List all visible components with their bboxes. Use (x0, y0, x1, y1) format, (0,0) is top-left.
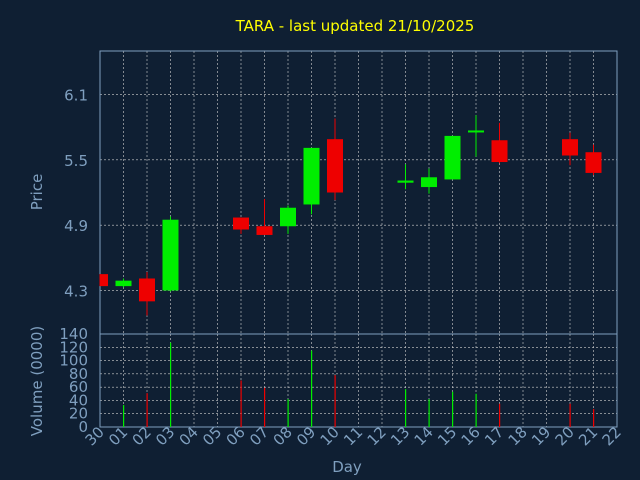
volume-tick-label: 40 (69, 391, 88, 409)
volume-bar (287, 399, 289, 427)
candle-body (327, 139, 343, 193)
candle (303, 147, 320, 215)
volume-axis-label: Volume (0000) (28, 326, 46, 436)
candle-body (421, 177, 437, 188)
volume-bar (170, 342, 172, 427)
candle-body (303, 147, 320, 205)
price-tick-label: 4.3 (64, 282, 88, 300)
candle-body (280, 207, 296, 227)
candle-body (100, 274, 108, 287)
price-tick-labels: 4.3 4.9 5.5 6.1 (64, 87, 88, 301)
candle (162, 216, 179, 292)
volume-bar (334, 375, 336, 427)
candle (562, 132, 578, 166)
candle (585, 144, 602, 176)
candle-body (115, 280, 132, 287)
volume-gridlines (99, 333, 618, 428)
volume-tick-label: 140 (59, 325, 88, 343)
candle (99, 274, 108, 287)
volume-bar (569, 403, 571, 427)
candle (468, 115, 484, 157)
candle (327, 118, 343, 201)
volume-bar (264, 387, 266, 427)
volume-tick-label: 20 (69, 405, 88, 423)
price-tick-label: 5.5 (64, 152, 88, 170)
volume-tick-label: 80 (69, 365, 88, 383)
volume-bar (452, 391, 454, 427)
candle-body (139, 278, 155, 302)
price-axis-label: Price (28, 174, 46, 211)
candlestick-series (99, 115, 602, 316)
day-axis-label: Day (332, 458, 362, 476)
candle (280, 205, 296, 234)
volume-bar (311, 350, 313, 427)
candle (233, 217, 249, 234)
volume-series (123, 342, 595, 427)
candle-body (468, 130, 484, 133)
candle (491, 122, 508, 164)
volume-bar (123, 405, 125, 427)
volume-bar (240, 380, 242, 427)
volume-tick-label: 100 (59, 352, 88, 370)
candle (139, 271, 155, 316)
candle-body (162, 219, 179, 291)
candle-body (444, 135, 461, 180)
volume-bar (405, 389, 407, 427)
volume-bar (146, 393, 148, 427)
price-tick-label: 6.1 (64, 87, 88, 105)
candle (256, 199, 273, 235)
candle-body (585, 152, 602, 173)
candle (444, 135, 461, 180)
candle (421, 168, 437, 194)
volume-tick-label: 0 (78, 418, 88, 436)
price-tick-label: 4.9 (64, 217, 88, 235)
candle-body (397, 180, 414, 183)
candle-body (562, 139, 578, 156)
candle (397, 164, 414, 190)
volume-plot-frame (99, 333, 618, 428)
chart-title: TARA - last updated 21/10/2025 (235, 17, 475, 35)
volume-bar (428, 399, 430, 427)
price-gridlines (99, 51, 618, 334)
candle-body (233, 217, 249, 230)
volume-tick-label: 120 (59, 338, 88, 356)
volume-bar (475, 393, 477, 427)
day-tick-labels: 3001020304050607080910111213141516171819… (82, 423, 625, 449)
candle-body (491, 140, 508, 163)
candle (115, 278, 132, 288)
candle-body (256, 226, 273, 235)
volume-bar (499, 403, 501, 427)
volume-bar (593, 409, 595, 427)
volume-tick-label: 60 (69, 378, 88, 396)
